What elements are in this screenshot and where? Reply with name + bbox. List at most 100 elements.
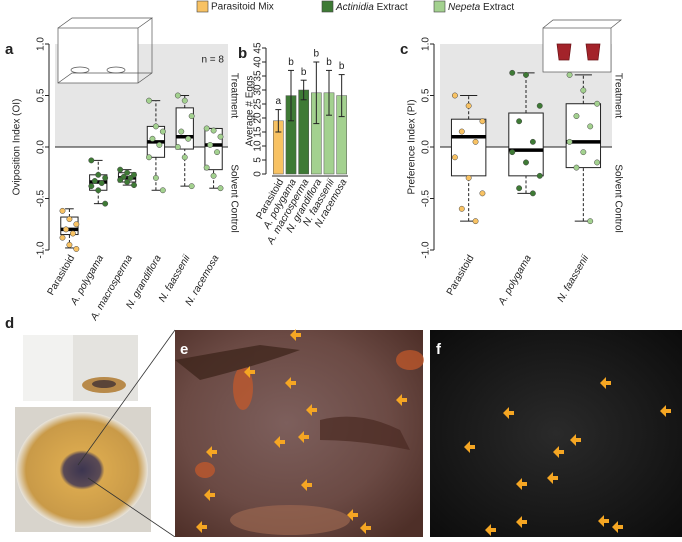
y-tick-label: 1.0 (421, 37, 432, 51)
y-tick-label: 35 (253, 70, 264, 82)
point (131, 182, 137, 189)
control-label: Solvent Control (228, 164, 239, 232)
x-tick-label: N. faassenii (556, 253, 592, 304)
point (472, 218, 479, 225)
legend-label: Actinidia Extract (335, 2, 408, 13)
x-tick-label: A. polygama (496, 253, 534, 308)
arrow (274, 436, 285, 448)
arrows (196, 329, 671, 536)
point (174, 144, 181, 150)
arrow (347, 509, 358, 521)
point (217, 185, 224, 192)
point (580, 87, 587, 94)
point (174, 92, 181, 99)
y-tick-label: 0 (253, 171, 264, 177)
point (566, 71, 573, 78)
point (124, 179, 131, 185)
point (188, 113, 195, 120)
significance-letter: b (339, 61, 345, 72)
legend-swatch (321, 0, 334, 13)
arrow (285, 377, 296, 389)
arrow (516, 516, 527, 528)
legend-text: Extract (483, 2, 514, 13)
point (479, 118, 486, 125)
arrow (660, 405, 671, 417)
y-tick-label: -0.5 (36, 189, 47, 207)
y-tick-label: 0.0 (421, 140, 432, 154)
arrow (598, 515, 609, 527)
point (181, 97, 188, 104)
y-tick-label: 10 (253, 140, 264, 152)
point (178, 128, 185, 135)
panel-label: c (400, 41, 408, 58)
arrow (290, 329, 301, 341)
y-tick-label: 45 (253, 42, 264, 54)
point (91, 178, 98, 184)
zoom-lines (77, 329, 176, 538)
point (102, 200, 109, 207)
box (450, 118, 487, 177)
control-label: Solvent Control (612, 164, 623, 232)
arrow (204, 489, 215, 501)
point (516, 118, 523, 125)
bar (298, 89, 309, 175)
point (479, 190, 486, 197)
point (207, 141, 214, 148)
point (152, 123, 159, 130)
legend-label: Nepeta Extract (448, 2, 514, 13)
legend-label: Parasitoid Mix (211, 2, 274, 13)
panel-label: d (5, 315, 14, 332)
y-tick-label: 1.0 (36, 37, 47, 51)
point (529, 190, 536, 197)
point (124, 169, 131, 176)
y-tick-label: 20 (253, 112, 264, 124)
point (66, 241, 73, 248)
significance-letter: b (314, 49, 320, 60)
y-tick-label: 30 (253, 84, 264, 96)
legend-text: Extract (377, 2, 408, 13)
point (102, 174, 109, 181)
y-tick-label: 5 (253, 157, 264, 163)
panel-label: a (5, 41, 14, 58)
point (66, 216, 73, 223)
treatment-label: Treatment (612, 73, 623, 118)
point (88, 183, 95, 190)
panel-label: f (436, 341, 442, 358)
point (587, 218, 594, 225)
photo-f (430, 330, 682, 537)
point (451, 92, 458, 99)
point (98, 180, 105, 187)
point (146, 97, 152, 104)
point (587, 123, 594, 130)
point (523, 71, 529, 78)
y-tick-label: -1.0 (421, 241, 432, 259)
point (536, 172, 543, 179)
arrow (553, 446, 564, 458)
arrow (244, 366, 255, 378)
point (185, 135, 192, 142)
significance-letter: b (301, 67, 307, 78)
arrow (600, 377, 611, 389)
y-axis-title: Average # Eggs (245, 76, 256, 147)
significance-letter: b (288, 57, 294, 68)
point (217, 133, 224, 140)
point (181, 154, 188, 161)
point (210, 127, 217, 134)
point (117, 166, 124, 173)
box (508, 112, 544, 177)
point (88, 157, 95, 164)
arrow (503, 407, 514, 419)
point (536, 102, 543, 109)
point (465, 102, 472, 109)
point (594, 100, 601, 107)
arrow (612, 521, 623, 533)
arrow (570, 434, 581, 446)
point (73, 246, 80, 252)
point (63, 226, 69, 233)
point (566, 138, 573, 145)
point (117, 177, 124, 183)
arrow (464, 441, 475, 453)
point (458, 128, 465, 135)
point (59, 207, 66, 214)
